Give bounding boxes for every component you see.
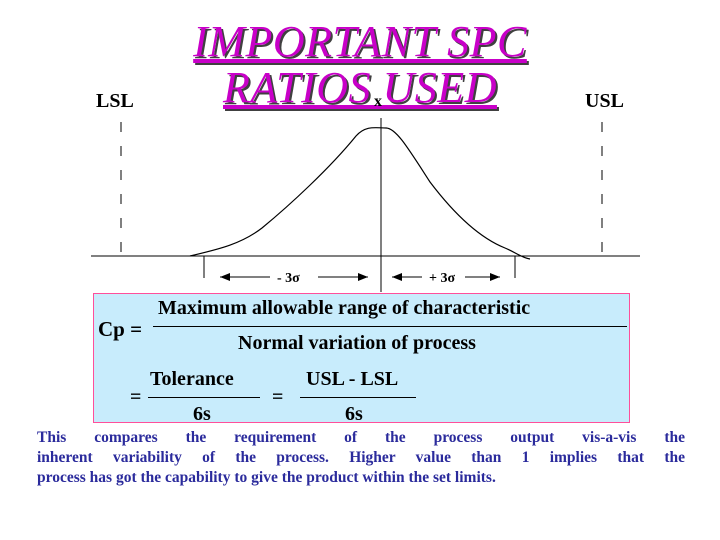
usl-minus-lsl-label: USL - LSL [306, 368, 399, 390]
fraction-line-tolerance [148, 397, 260, 398]
equals-sign-2: = [272, 386, 284, 408]
description-line-3: process has got the capability to give t… [37, 469, 496, 486]
right-arrow-head-1 [358, 273, 368, 281]
formula-box [93, 293, 630, 423]
equals-sign-1: = [130, 386, 142, 408]
lsl-label: LSL [96, 90, 134, 112]
six-s-label-1: 6s [193, 403, 211, 425]
cp-label: Cp = [98, 317, 143, 341]
six-s-label-2: 6s [345, 403, 363, 425]
bell-curve-diagram: - 3σ + 3σ [91, 118, 640, 292]
title-line-1: IMPORTANT SPC [193, 17, 527, 66]
left-arrow-head-2 [392, 273, 402, 281]
mean-label: x [374, 93, 382, 110]
fraction-line-usl-lsl [300, 397, 416, 398]
fraction-line-main [153, 326, 627, 327]
usl-label: USL [585, 90, 624, 112]
left-arrow-head-1 [220, 273, 230, 281]
minus-3sigma-label: - 3σ [277, 271, 300, 286]
bell-curve [189, 127, 531, 260]
description-line-1: This compares the requirement of the pro… [37, 429, 685, 446]
title-line-2: RATIOS USED [223, 63, 497, 112]
tolerance-label: Tolerance [150, 368, 234, 390]
description-line-2: inherent variability of the process. Hig… [37, 449, 685, 466]
formula-denominator: Normal variation of process [238, 332, 476, 354]
formula-numerator: Maximum allowable range of characteristi… [158, 297, 531, 319]
plus-3sigma-label: + 3σ [429, 271, 455, 286]
right-arrow-head-2 [490, 273, 500, 281]
description-paragraph: This compares the requirement of the pro… [37, 428, 685, 488]
